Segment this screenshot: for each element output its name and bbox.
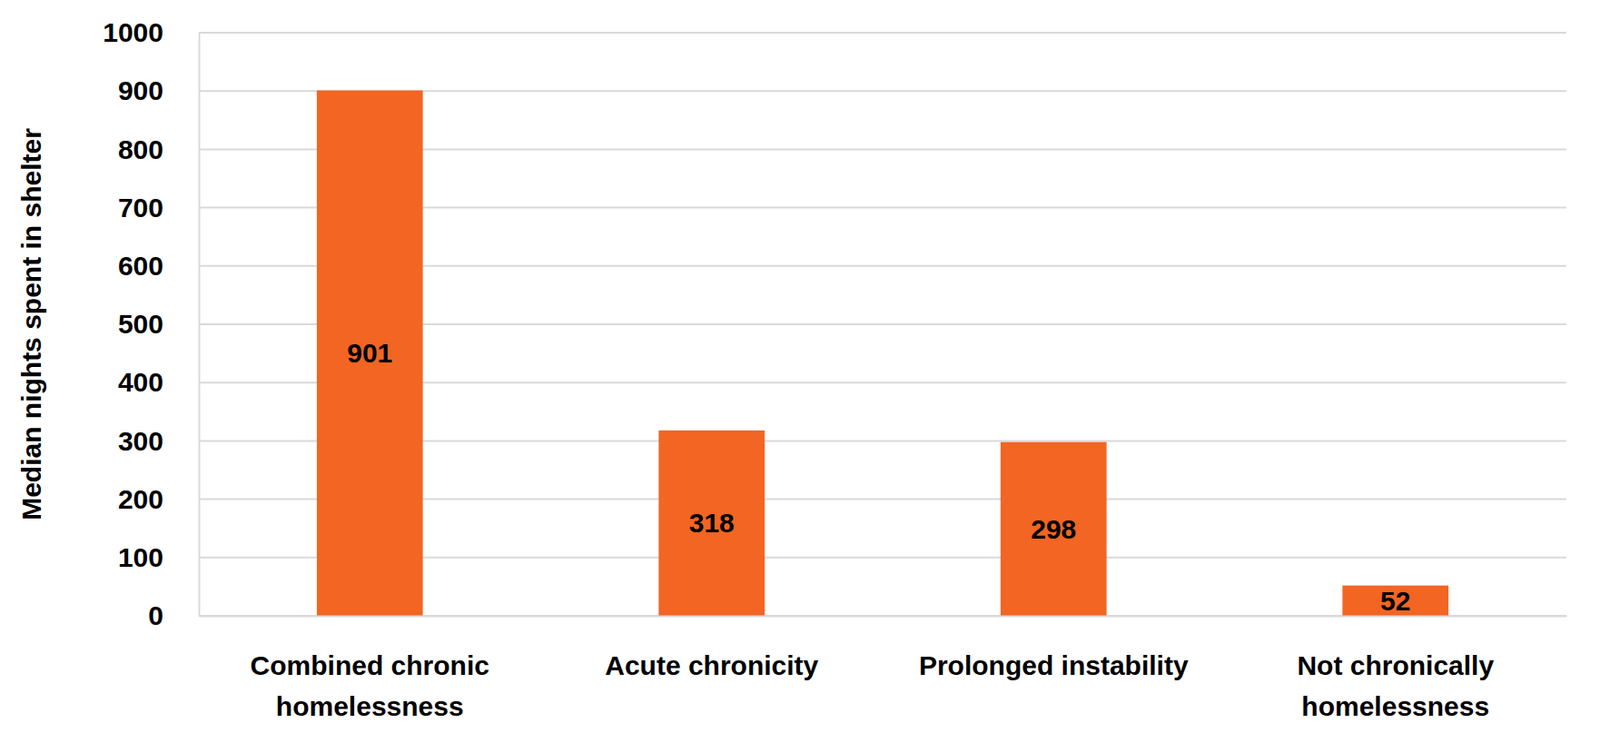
y-tick-label: 200: [118, 483, 164, 514]
y-tick: 100: [118, 542, 199, 573]
y-tick-label: 500: [118, 308, 164, 339]
x-tick-label-line: Acute chronicity: [604, 650, 819, 681]
x-tick-label-line: homelessness: [1301, 691, 1490, 721]
bar: [1342, 585, 1449, 616]
y-tick: 500: [118, 308, 199, 339]
y-tick-label: 800: [118, 134, 164, 165]
y-tick-label: 100: [118, 542, 164, 573]
y-tick-label: 900: [118, 75, 164, 106]
y-tick-label: 700: [118, 192, 164, 223]
bar: [1000, 442, 1107, 616]
data-label: 901: [346, 337, 393, 368]
x-axis: Combined chronic homelessness Acute chroni…: [199, 615, 1568, 721]
y-tick: 1000: [102, 17, 199, 48]
x-tick-label-line: homelessness: [276, 691, 465, 721]
data-label: 298: [1030, 513, 1077, 544]
data-label: 318: [689, 507, 735, 538]
bar: [658, 430, 765, 616]
y-tick: 0: [148, 600, 199, 631]
y-tick: 900: [118, 75, 199, 106]
grid-line: [198, 31, 1567, 34]
data-label: 52: [1380, 585, 1411, 616]
y-tick: 700: [118, 192, 199, 223]
y-tick: 800: [118, 134, 199, 165]
plot: 0 100 200 300 400 500 600 700 800 900 1000 Combined…: [102, 17, 1567, 721]
x-tick-label: Combined chronic homelessness: [250, 650, 490, 721]
y-axis: 0 100 200 300 400 500 600 700 800 900 1000: [102, 17, 199, 631]
y-tick: 600: [118, 250, 199, 281]
grid: [198, 32, 1567, 616]
x-tick: Combined chronic homelessness: [250, 615, 490, 721]
y-tick-label: 0: [148, 600, 164, 631]
x-tick-label-line: Not chronically: [1296, 650, 1494, 681]
y-tick-label: 400: [118, 366, 164, 397]
y-tick: 400: [118, 366, 199, 397]
x-tick-label: Not chronically homelessness: [1296, 650, 1494, 721]
x-tick-label-line: Prolonged instability: [918, 650, 1189, 681]
x-tick-label: Acute chronicity: [604, 650, 819, 681]
bar: [316, 90, 424, 616]
y-tick-label: 300: [118, 425, 164, 456]
x-tick: Not chronically homelessness: [1296, 615, 1494, 721]
y-tick: 300: [118, 425, 199, 456]
data-labels: 901 318 298 52: [346, 337, 1411, 616]
y-axis-title: Median nights spent in shelter: [16, 128, 47, 521]
x-tick-label-line: Combined chronic: [250, 650, 490, 681]
x-axis-line: [199, 615, 1568, 618]
x-tick: Prolonged instability: [918, 615, 1189, 681]
x-tick-label: Prolonged instability: [918, 650, 1189, 681]
y-axis-line: [198, 33, 201, 617]
y-tick-label: 600: [118, 250, 164, 281]
bars: [316, 90, 1449, 616]
x-tick: Acute chronicity: [604, 615, 819, 681]
chart: 0 100 200 300 400 500 600 700 800 900 1000 Combined…: [0, 0, 1600, 743]
y-tick: 200: [118, 483, 199, 514]
y-tick-label: 1000: [102, 17, 164, 48]
